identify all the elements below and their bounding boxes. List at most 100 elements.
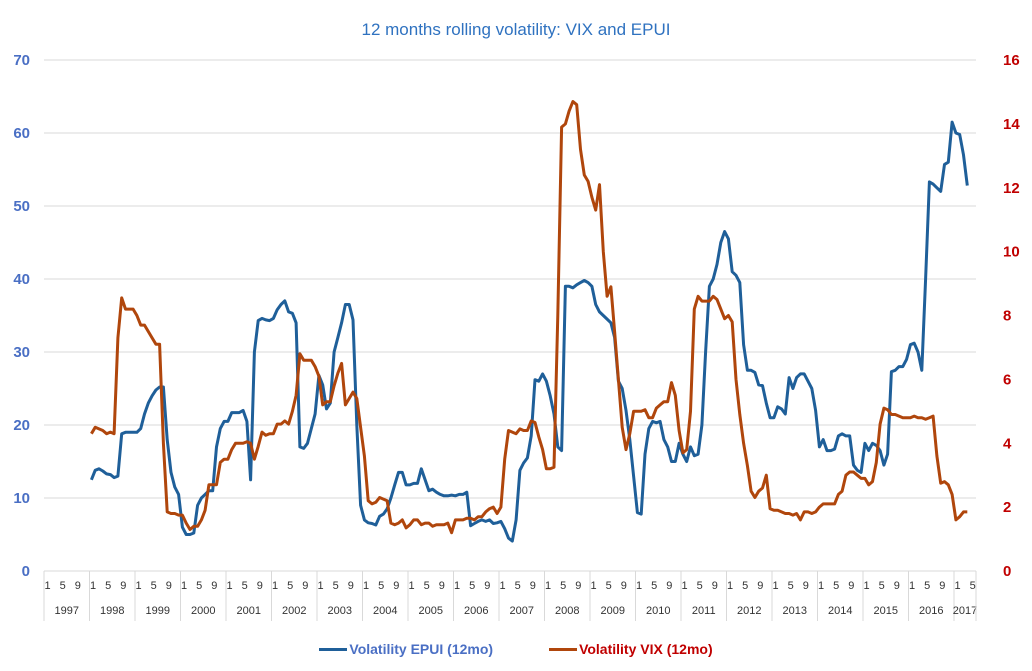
x-month-tick-label: 5 (924, 580, 930, 592)
x-month-tick-label: 9 (939, 580, 945, 592)
y-right-tick-label: 8 (1003, 308, 1011, 325)
x-month-tick-label: 9 (257, 580, 263, 592)
y-left-tick-label: 60 (13, 125, 30, 142)
legend: Volatility EPUI (12mo) Volatility VIX (1… (0, 641, 1032, 657)
x-month-tick-label: 5 (196, 580, 202, 592)
x-month-tick-label: 1 (408, 580, 414, 592)
x-month-tick-label: 9 (712, 580, 718, 592)
x-month-tick-label: 9 (166, 580, 172, 592)
x-month-tick-label: 1 (226, 580, 232, 592)
y-right-tick-label: 6 (1003, 371, 1011, 388)
y-left-tick-label: 50 (13, 198, 30, 215)
y-left-tick-label: 10 (13, 490, 30, 507)
x-month-tick-label: 1 (545, 580, 551, 592)
x-month-tick-label: 5 (242, 580, 248, 592)
x-month-tick-label: 5 (833, 580, 839, 592)
x-month-tick-label: 9 (439, 580, 445, 592)
x-month-tick-label: 9 (120, 580, 126, 592)
y-right-tick-label: 14 (1003, 116, 1020, 133)
x-year-label: 2015 (874, 605, 898, 617)
x-month-tick-label: 5 (651, 580, 657, 592)
y-right-tick-label: 12 (1003, 180, 1020, 197)
x-month-tick-label: 9 (575, 580, 581, 592)
x-year-label: 2010 (646, 605, 670, 617)
y-left-tick-label: 30 (13, 344, 30, 361)
x-month-tick-label: 1 (135, 580, 141, 592)
y-left-tick-label: 40 (13, 271, 30, 288)
epui-line (90, 120, 969, 543)
x-month-tick-label: 5 (560, 580, 566, 592)
series-lines (90, 100, 969, 543)
y-right-tick-label: 16 (1003, 52, 1020, 69)
x-year-label: 2004 (373, 605, 397, 617)
x-year-label: 2002 (282, 605, 306, 617)
x-month-tick-label: 5 (970, 580, 976, 592)
x-year-label: 2001 (237, 605, 261, 617)
x-year-label: 2012 (737, 605, 761, 617)
x-month-tick-label: 9 (666, 580, 672, 592)
chart-title: 12 months rolling volatility: VIX and EP… (361, 20, 671, 39)
legend-item-vix[interactable]: Volatility VIX (12mo) (549, 641, 713, 657)
x-month-tick-label: 1 (272, 580, 278, 592)
x-month-tick-label: 1 (681, 580, 687, 592)
x-month-tick-label: 1 (636, 580, 642, 592)
legend-item-epui[interactable]: Volatility EPUI (12mo) (319, 641, 493, 657)
x-month-tick-label: 1 (590, 580, 596, 592)
x-month-tick-label: 5 (378, 580, 384, 592)
x-month-tick-label: 9 (348, 580, 354, 592)
x-year-label: 2017 (953, 605, 977, 617)
x-year-label: 2009 (601, 605, 625, 617)
x-month-tick-label: 5 (469, 580, 475, 592)
x-month-tick-label: 9 (757, 580, 763, 592)
legend-label-vix: Volatility VIX (12mo) (579, 641, 713, 657)
x-month-tick-label: 5 (742, 580, 748, 592)
x-year-label: 1998 (100, 605, 124, 617)
x-month-tick-label: 5 (606, 580, 612, 592)
x-month-tick-label: 1 (44, 580, 50, 592)
gridlines (44, 59, 976, 499)
x-month-tick-label: 1 (954, 580, 960, 592)
x-month-tick-label: 1 (499, 580, 505, 592)
x-month-tick-label: 1 (863, 580, 869, 592)
y-axis-right: 0 2 4 6 8 10 12 14 16 (1003, 52, 1020, 580)
vix-line (90, 100, 968, 535)
x-month-tick-label: 9 (848, 580, 854, 592)
x-month-tick-label: 1 (818, 580, 824, 592)
x-month-tick-label: 5 (287, 580, 293, 592)
x-month-tick-label: 9 (211, 580, 217, 592)
x-year-label: 2003 (328, 605, 352, 617)
x-month-tick-label: 5 (515, 580, 521, 592)
x-month-tick-label: 1 (772, 580, 778, 592)
y-left-tick-label: 0 (22, 563, 30, 580)
x-month-tick-label: 5 (333, 580, 339, 592)
x-year-label: 1999 (146, 605, 170, 617)
y-right-tick-label: 2 (1003, 499, 1011, 516)
x-month-tick-label: 1 (909, 580, 915, 592)
x-month-tick-label: 1 (317, 580, 323, 592)
y-right-tick-label: 0 (1003, 563, 1011, 580)
x-year-label: 2000 (191, 605, 215, 617)
y-left-tick-label: 70 (13, 52, 30, 69)
x-month-tick-label: 9 (484, 580, 490, 592)
x-month-tick-label: 5 (60, 580, 66, 592)
y-right-tick-label: 4 (1003, 435, 1012, 452)
x-month-tick-label: 9 (302, 580, 308, 592)
x-month-tick-label: 9 (894, 580, 900, 592)
y-right-tick-label: 10 (1003, 244, 1020, 261)
x-month-tick-label: 1 (181, 580, 187, 592)
x-year-label: 2007 (510, 605, 534, 617)
x-month-tick-label: 5 (879, 580, 885, 592)
x-month-tick-label: 5 (424, 580, 430, 592)
x-year-label: 2014 (828, 605, 852, 617)
x-month-tick-label: 1 (363, 580, 369, 592)
x-month-tick-label: 1 (454, 580, 460, 592)
x-year-label: 2005 (419, 605, 443, 617)
x-year-label: 1997 (55, 605, 79, 617)
x-month-tick-label: 9 (530, 580, 536, 592)
x-month-tick-label: 5 (697, 580, 703, 592)
x-year-label: 2016 (919, 605, 943, 617)
x-month-tick-label: 5 (151, 580, 157, 592)
x-month-tick-label: 9 (393, 580, 399, 592)
